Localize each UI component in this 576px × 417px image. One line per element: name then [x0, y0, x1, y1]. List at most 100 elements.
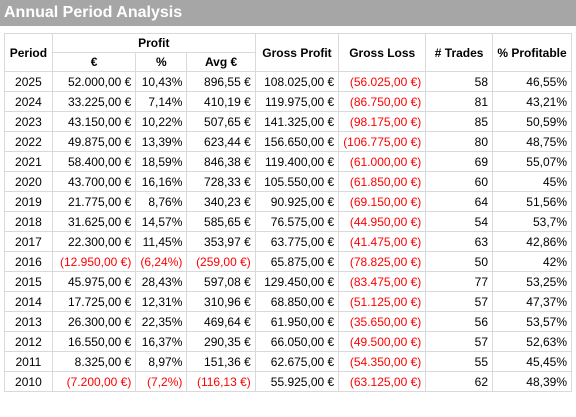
cell-profit-pct[interactable]: 22,35%: [135, 311, 188, 332]
table-row[interactable]: 2014 17.725,00 €12,31% 310,96 €68.850,00 €…: [4, 291, 572, 312]
header-trades[interactable]: # Trades: [425, 33, 494, 72]
table-row[interactable]: 2010 (7.200,00 €) (7,2%) (116,13 €) 55.925,0…: [4, 371, 572, 392]
cell-pct-profitable[interactable]: 50,59%: [492, 111, 572, 132]
cell-profit-avg[interactable]: 846,38 €: [186, 151, 256, 172]
cell-pct-profitable[interactable]: 48,75%: [492, 131, 572, 152]
cell-profit-avg[interactable]: 410,19 €: [186, 91, 256, 112]
cell-pct-profitable[interactable]: 42,86%: [492, 231, 572, 252]
cell-profit-pct[interactable]: 16,37%: [135, 331, 188, 352]
header-profit-avg[interactable]: Avg €: [186, 52, 256, 72]
cell-profit-pct[interactable]: 10,43%: [135, 71, 188, 92]
cell-gross-profit[interactable]: 76.575,00 €: [254, 211, 340, 232]
table-row[interactable]: 2011 8.325,00 €8,97% 151,36 €62.675,00 € (5…: [4, 351, 572, 372]
cell-period[interactable]: 2021: [4, 151, 53, 172]
cell-gross-loss[interactable]: (69.150,00 €): [338, 191, 427, 212]
cell-period[interactable]: 2014: [4, 291, 53, 312]
cell-profit-pct[interactable]: 12,31%: [135, 291, 188, 312]
cell-profit-euro[interactable]: 33.225,00 €: [51, 91, 137, 112]
header-profit-group[interactable]: Profit: [51, 33, 256, 53]
cell-gross-loss[interactable]: (106.775,00 €): [338, 131, 427, 152]
cell-profit-euro[interactable]: 43.700,00 €: [51, 171, 137, 192]
cell-profit-euro[interactable]: 26.300,00 €: [51, 311, 137, 332]
cell-gross-loss[interactable]: (44.950,00 €): [338, 211, 427, 232]
cell-profit-avg[interactable]: 151,36 €: [186, 351, 256, 372]
cell-profit-euro[interactable]: 16.550,00 €: [51, 331, 137, 352]
cell-gross-loss[interactable]: (51.125,00 €): [338, 291, 427, 312]
cell-profit-pct[interactable]: 10,22%: [135, 111, 188, 132]
cell-gross-profit[interactable]: 65.875,00 €: [254, 251, 340, 272]
cell-profit-avg[interactable]: 340,23 €: [186, 191, 256, 212]
table-row[interactable]: 2017 22.300,00 €11,45% 353,97 €63.775,00 €…: [4, 231, 572, 252]
table-row[interactable]: 2021 58.400,00 €18,59% 846,38 €119.400,00 …: [4, 151, 572, 172]
cell-period[interactable]: 2010: [4, 371, 53, 392]
cell-period[interactable]: 2018: [4, 211, 53, 232]
cell-trades[interactable]: 55: [425, 351, 494, 372]
cell-profit-avg[interactable]: (259,00 €): [186, 251, 256, 272]
cell-trades[interactable]: 57: [425, 331, 494, 352]
cell-profit-pct[interactable]: (7,2%): [135, 371, 188, 392]
cell-gross-loss[interactable]: (63.125,00 €): [338, 371, 427, 392]
table-row[interactable]: 2023 43.150,00 €10,22% 507,65 €141.325,00 …: [4, 111, 572, 132]
cell-trades[interactable]: 80: [425, 131, 494, 152]
cell-gross-profit[interactable]: 63.775,00 €: [254, 231, 340, 252]
cell-trades[interactable]: 57: [425, 291, 494, 312]
cell-profit-pct[interactable]: 7,14%: [135, 91, 188, 112]
cell-profit-euro[interactable]: 8.325,00 €: [51, 351, 137, 372]
cell-period[interactable]: 2025: [4, 71, 53, 92]
cell-gross-loss[interactable]: (78.825,00 €): [338, 251, 427, 272]
cell-gross-profit[interactable]: 62.675,00 €: [254, 351, 340, 372]
cell-profit-euro[interactable]: 52.000,00 €: [51, 71, 137, 92]
cell-profit-pct[interactable]: 18,59%: [135, 151, 188, 172]
cell-profit-euro[interactable]: 22.300,00 €: [51, 231, 137, 252]
cell-gross-profit[interactable]: 119.975,00 €: [254, 91, 340, 112]
table-row[interactable]: 2018 31.625,00 €14,57% 585,65 €76.575,00 €…: [4, 211, 572, 232]
cell-profit-avg[interactable]: 353,97 €: [186, 231, 256, 252]
cell-pct-profitable[interactable]: 48,39%: [492, 371, 572, 392]
cell-gross-loss[interactable]: (35.650,00 €): [338, 311, 427, 332]
cell-profit-avg[interactable]: 896,55 €: [186, 71, 256, 92]
cell-gross-loss[interactable]: (98.175,00 €): [338, 111, 427, 132]
cell-profit-euro[interactable]: 17.725,00 €: [51, 291, 137, 312]
cell-gross-loss[interactable]: (83.475,00 €): [338, 271, 427, 292]
cell-gross-loss[interactable]: (61.000,00 €): [338, 151, 427, 172]
cell-period[interactable]: 2017: [4, 231, 53, 252]
cell-gross-loss[interactable]: (86.750,00 €): [338, 91, 427, 112]
cell-profit-euro[interactable]: 58.400,00 €: [51, 151, 137, 172]
cell-gross-profit[interactable]: 119.400,00 €: [254, 151, 340, 172]
table-row[interactable]: 2024 33.225,00 €7,14% 410,19 €119.975,00 €…: [4, 91, 572, 112]
cell-gross-profit[interactable]: 90.925,00 €: [254, 191, 340, 212]
cell-trades[interactable]: 62: [425, 371, 494, 392]
cell-profit-euro[interactable]: 31.625,00 €: [51, 211, 137, 232]
table-row[interactable]: 2012 16.550,00 €16,37% 290,35 €66.050,00 €…: [4, 331, 572, 352]
cell-profit-euro[interactable]: (12.950,00 €): [51, 251, 137, 272]
cell-profit-avg[interactable]: (116,13 €): [186, 371, 256, 392]
cell-gross-profit[interactable]: 129.450,00 €: [254, 271, 340, 292]
cell-gross-profit[interactable]: 108.025,00 €: [254, 71, 340, 92]
cell-period[interactable]: 2013: [4, 311, 53, 332]
cell-period[interactable]: 2012: [4, 331, 53, 352]
table-row[interactable]: 2015 45.975,00 €28,43% 597,08 €129.450,00 …: [4, 271, 572, 292]
cell-gross-profit[interactable]: 105.550,00 €: [254, 171, 340, 192]
table-row[interactable]: 2020 43.700,00 €16,16% 728,33 €105.550,00 …: [4, 171, 572, 192]
cell-profit-avg[interactable]: 728,33 €: [186, 171, 256, 192]
cell-gross-loss[interactable]: (61.850,00 €): [338, 171, 427, 192]
cell-profit-pct[interactable]: 13,39%: [135, 131, 188, 152]
cell-trades[interactable]: 60: [425, 171, 494, 192]
cell-period[interactable]: 2022: [4, 131, 53, 152]
cell-trades[interactable]: 85: [425, 111, 494, 132]
cell-profit-pct[interactable]: 14,57%: [135, 211, 188, 232]
cell-profit-euro[interactable]: 49.875,00 €: [51, 131, 137, 152]
cell-profit-pct[interactable]: 16,16%: [135, 171, 188, 192]
cell-profit-euro[interactable]: 45.975,00 €: [51, 271, 137, 292]
cell-pct-profitable[interactable]: 42%: [492, 251, 572, 272]
cell-profit-avg[interactable]: 290,35 €: [186, 331, 256, 352]
cell-profit-euro[interactable]: (7.200,00 €): [51, 371, 137, 392]
cell-gross-profit[interactable]: 156.650,00 €: [254, 131, 340, 152]
cell-pct-profitable[interactable]: 53,7%: [492, 211, 572, 232]
header-profit-euro[interactable]: €: [51, 52, 137, 72]
header-period[interactable]: Period: [4, 33, 53, 72]
header-profit-pct[interactable]: %: [135, 52, 188, 72]
cell-gross-loss[interactable]: (54.350,00 €): [338, 351, 427, 372]
cell-profit-euro[interactable]: 43.150,00 €: [51, 111, 137, 132]
cell-pct-profitable[interactable]: 46,55%: [492, 71, 572, 92]
